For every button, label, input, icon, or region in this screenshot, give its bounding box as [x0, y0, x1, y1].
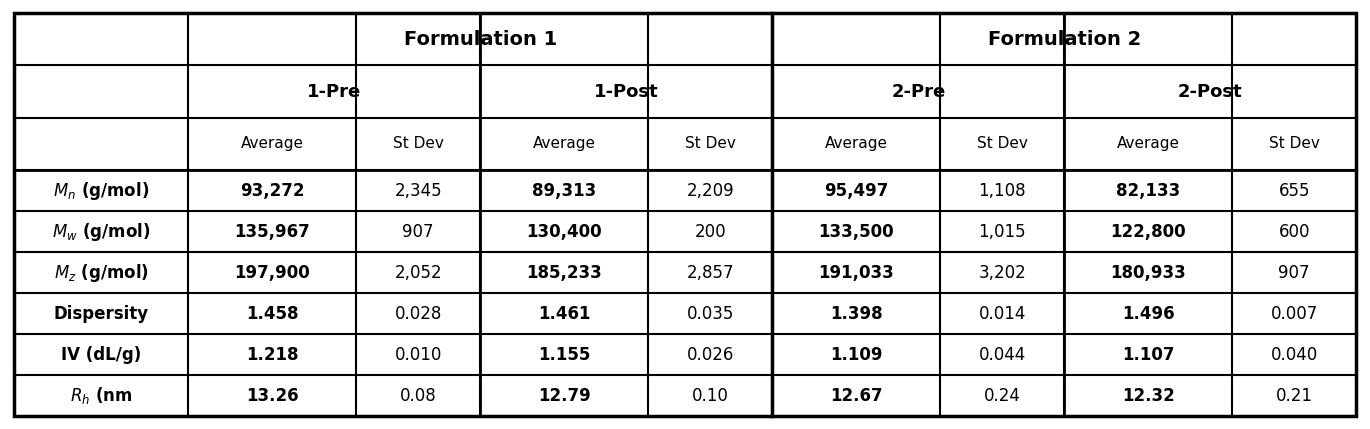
Text: 2,209: 2,209	[686, 181, 734, 199]
Text: 1,108: 1,108	[978, 181, 1026, 199]
Text: Formulation 1: Formulation 1	[404, 30, 556, 48]
Text: 93,272: 93,272	[240, 181, 304, 199]
Text: 0.044: 0.044	[978, 346, 1026, 364]
Text: 0.10: 0.10	[692, 387, 729, 405]
Text: 1.109: 1.109	[830, 346, 882, 364]
Text: $M_{z}$ (g/mol): $M_{z}$ (g/mol)	[53, 262, 148, 284]
Text: 907: 907	[403, 223, 434, 241]
Text: 130,400: 130,400	[526, 223, 601, 241]
Text: 0.028: 0.028	[395, 305, 443, 323]
Text: Average: Average	[241, 136, 304, 151]
Text: St Dev: St Dev	[685, 136, 736, 151]
Text: $M_{w}$ (g/mol): $M_{w}$ (g/mol)	[52, 221, 151, 243]
Text: 133,500: 133,500	[818, 223, 895, 241]
Text: 0.007: 0.007	[1270, 305, 1318, 323]
Text: 1.461: 1.461	[538, 305, 590, 323]
Text: 0.08: 0.08	[400, 387, 437, 405]
Text: 95,497: 95,497	[823, 181, 888, 199]
Text: St Dev: St Dev	[393, 136, 444, 151]
Text: 1.458: 1.458	[247, 305, 299, 323]
Text: $R_{h}$ (nm: $R_{h}$ (nm	[70, 385, 133, 406]
Text: St Dev: St Dev	[1269, 136, 1319, 151]
Text: 0.035: 0.035	[686, 305, 734, 323]
Text: 3,202: 3,202	[978, 264, 1026, 281]
Text: 180,933: 180,933	[1110, 264, 1186, 281]
Text: 12.79: 12.79	[538, 387, 590, 405]
Text: Dispersity: Dispersity	[53, 305, 148, 323]
Text: 600: 600	[1278, 223, 1310, 241]
Text: 2-Pre: 2-Pre	[890, 82, 945, 100]
Text: Formulation 2: Formulation 2	[988, 30, 1141, 48]
Text: Average: Average	[1117, 136, 1180, 151]
Text: $M_{n}$ (g/mol): $M_{n}$ (g/mol)	[53, 180, 149, 202]
Text: IV (dL/g): IV (dL/g)	[60, 346, 141, 364]
Text: 1-Pre: 1-Pre	[307, 82, 362, 100]
Text: 0.24: 0.24	[984, 387, 1021, 405]
Text: 89,313: 89,313	[532, 181, 596, 199]
Text: 907: 907	[1278, 264, 1310, 281]
Text: 12.67: 12.67	[830, 387, 882, 405]
Text: 1.107: 1.107	[1122, 346, 1174, 364]
Text: 82,133: 82,133	[1117, 181, 1181, 199]
Text: 0.040: 0.040	[1270, 346, 1318, 364]
Text: 0.21: 0.21	[1275, 387, 1312, 405]
Text: 0.014: 0.014	[978, 305, 1026, 323]
Text: 1-Post: 1-Post	[595, 82, 659, 100]
Text: Average: Average	[533, 136, 596, 151]
Text: 12.32: 12.32	[1122, 387, 1174, 405]
Text: 191,033: 191,033	[818, 264, 895, 281]
Text: 1.155: 1.155	[538, 346, 590, 364]
Text: 1.398: 1.398	[830, 305, 882, 323]
Text: 2,345: 2,345	[395, 181, 443, 199]
Text: 2,052: 2,052	[395, 264, 443, 281]
Text: 0.010: 0.010	[395, 346, 443, 364]
Text: 655: 655	[1278, 181, 1310, 199]
Text: 1,015: 1,015	[978, 223, 1026, 241]
Text: 13.26: 13.26	[245, 387, 299, 405]
Text: St Dev: St Dev	[977, 136, 1028, 151]
Text: 197,900: 197,900	[234, 264, 310, 281]
Text: Average: Average	[825, 136, 888, 151]
Text: 135,967: 135,967	[234, 223, 310, 241]
Text: 200: 200	[695, 223, 726, 241]
Text: 2-Post: 2-Post	[1178, 82, 1243, 100]
Text: 1.496: 1.496	[1122, 305, 1174, 323]
Text: 0.026: 0.026	[686, 346, 734, 364]
Text: 122,800: 122,800	[1111, 223, 1186, 241]
Text: 1.218: 1.218	[247, 346, 299, 364]
Text: 2,857: 2,857	[686, 264, 734, 281]
Text: 185,233: 185,233	[526, 264, 601, 281]
